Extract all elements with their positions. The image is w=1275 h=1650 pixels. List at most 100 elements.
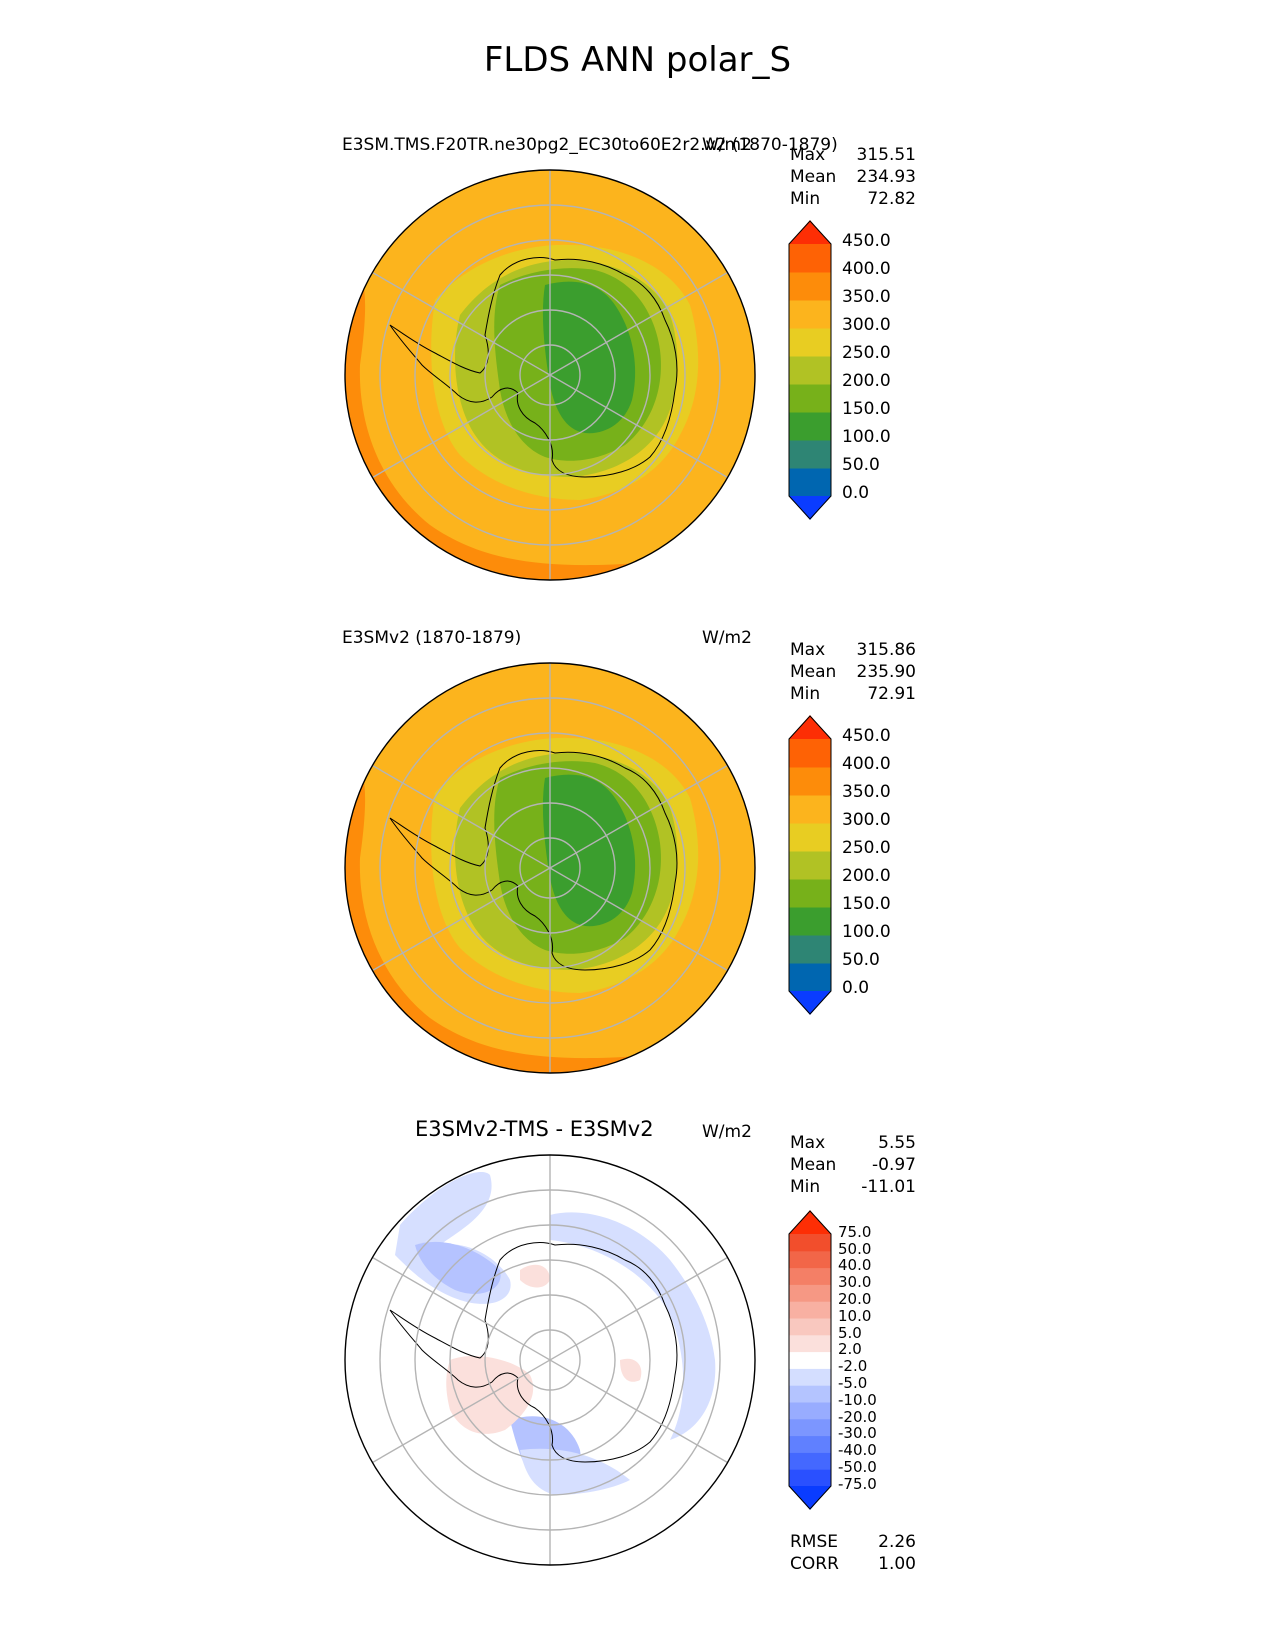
- panel1-colorbar: [788, 220, 832, 520]
- panel1-title: E3SM.TMS.F20TR.ne30pg2_EC30to60E2r2.v2 (…: [342, 135, 838, 155]
- panel3-stat-max-label: Max: [790, 1133, 826, 1153]
- colorbar-1-tick-label: 300.0: [842, 810, 891, 831]
- colorbar-0-tick-label: 0.0: [842, 483, 870, 504]
- colorbar-1-tick-label: 450.0: [842, 726, 891, 747]
- panel3-negative-area-3: [550, 1212, 716, 1440]
- colorbar-0-outline: [788, 220, 832, 520]
- colorbar-2-tick-label: 75.0: [838, 1222, 872, 1241]
- panel2-stat-mean-value: 235.90: [856, 662, 916, 682]
- colorbar-0-tick-label: 350.0: [842, 287, 891, 308]
- colorbar-1-tick-label: 350.0: [842, 782, 891, 803]
- panel3-title: E3SMv2-TMS - E3SMv2: [415, 1117, 654, 1141]
- colorbar-2-segment-3: [789, 1435, 831, 1453]
- colorbar-1-segment-1: [789, 963, 831, 992]
- colorbar-2-tick-label: -30.0: [838, 1424, 877, 1443]
- panel1-stat-max-label: Max: [790, 145, 826, 165]
- colorbar-2-tick-label: -5.0: [838, 1373, 868, 1392]
- colorbar-1-outline: [788, 715, 832, 1015]
- colorbar-2-tick-label: -75.0: [838, 1474, 877, 1493]
- colorbar-2-segment-4: [789, 1418, 831, 1437]
- colorbar-2-segment-8: [789, 1351, 831, 1369]
- panel1-stat-mean-label: Mean: [790, 167, 837, 187]
- panel3-positive-area-3: [620, 1358, 642, 1382]
- panel2-stat-max-value: 315.86: [856, 640, 916, 660]
- colorbar-1-segment-4: [789, 879, 831, 908]
- panel3-corr-label: CORR: [790, 1554, 839, 1574]
- panel3-stat-max-value: 5.55: [878, 1133, 916, 1153]
- panel3-units: W/m2: [702, 1122, 752, 1142]
- colorbar-0-tick-label: 400.0: [842, 259, 891, 280]
- colorbar-2-segment-9: [789, 1334, 831, 1353]
- colorbar-0-segment-5: [789, 356, 831, 385]
- colorbar-1-tick-label: 250.0: [842, 838, 891, 859]
- colorbar-2-segment-11: [789, 1301, 831, 1319]
- colorbar-0-segment-3: [789, 412, 831, 441]
- colorbar-1-extend-min: [789, 991, 831, 1015]
- colorbar-0-extend-min: [789, 496, 831, 520]
- colorbar-1-segment-8: [789, 767, 831, 796]
- colorbar-2-segment-5: [789, 1402, 831, 1420]
- colorbar-0-segment-6: [789, 328, 831, 357]
- colorbar-0-segment-2: [789, 440, 831, 469]
- panel3-stat-min-value: -11.01: [861, 1177, 916, 1197]
- colorbar-1-segment-5: [789, 851, 831, 880]
- panel1-stat-max-value: 315.51: [856, 145, 916, 165]
- panel1-stat-mean-value: 234.93: [856, 167, 916, 187]
- panel2-colorbar: [788, 715, 832, 1015]
- panel3-coastline: [389, 1242, 678, 1463]
- colorbar-2-segment-14: [789, 1250, 831, 1269]
- panel2-stat-min-label: Min: [790, 684, 821, 704]
- colorbar-1-tick-label: 0.0: [842, 978, 870, 999]
- colorbar-2-tick-label: 2.0: [838, 1340, 862, 1359]
- colorbar-2-tick-label: 40.0: [838, 1256, 872, 1275]
- colorbar-2-tick-label: 10.0: [838, 1306, 872, 1325]
- colorbar-2-segment-7: [789, 1368, 831, 1386]
- panel3-stat-mean-label: Mean: [790, 1155, 837, 1175]
- colorbar-1-tick-label: 200.0: [842, 866, 891, 887]
- panel3-colorbar: [788, 1210, 832, 1510]
- colorbar-2-segment-13: [789, 1267, 831, 1285]
- colorbar-2-segment-1: [789, 1469, 831, 1487]
- colorbar-1-tick-label: 400.0: [842, 754, 891, 775]
- panel1-stat-min-value: 72.82: [867, 189, 916, 209]
- panel2-stat-max-label: Max: [790, 640, 826, 660]
- panel3-corr-value: 1.00: [878, 1554, 916, 1574]
- colorbar-0-tick-label: 200.0: [842, 371, 891, 392]
- figure-title: FLDS ANN polar_S: [483, 40, 792, 80]
- colorbar-2-extend-max: [789, 1210, 831, 1234]
- colorbar-2-tick-label: -40.0: [838, 1441, 877, 1460]
- panel3-positive-area-2: [520, 1264, 550, 1288]
- colorbar-2-segment-6: [789, 1385, 831, 1403]
- colorbar-2-tick-label: 30.0: [838, 1273, 872, 1292]
- colorbar-2-segment-2: [789, 1452, 831, 1470]
- colorbar-0-tick-label: 250.0: [842, 343, 891, 364]
- colorbar-2-extend-min: [789, 1486, 831, 1510]
- panel1-coastline: [389, 257, 678, 478]
- colorbar-0-segment-7: [789, 300, 831, 329]
- colorbar-2-tick-label: 50.0: [838, 1239, 872, 1258]
- colorbar-0-segment-1: [789, 468, 831, 497]
- panel3-stat-min-label: Min: [790, 1177, 821, 1197]
- panel2-stat-mean-label: Mean: [790, 662, 837, 682]
- colorbar-2-tick-label: -10.0: [838, 1390, 877, 1409]
- panel2-stat-min-value: 72.91: [867, 684, 916, 704]
- panel1-colorbar-segments: [788, 220, 832, 520]
- colorbar-0-tick-label: 450.0: [842, 231, 891, 252]
- panel3-negative-area-2: [415, 1241, 501, 1294]
- panel3-stat-mean-value: -0.97: [872, 1155, 916, 1175]
- colorbar-1-segment-7: [789, 795, 831, 824]
- colorbar-1-extend-max: [789, 715, 831, 739]
- panel1-stat-min-label: Min: [790, 189, 821, 209]
- colorbar-2-tick-label: -50.0: [838, 1457, 877, 1476]
- colorbar-0-segment-4: [789, 384, 831, 413]
- colorbar-2-segment-10: [789, 1318, 831, 1336]
- colorbar-2-tick-label: -2.0: [838, 1357, 868, 1376]
- colorbar-0-tick-label: 50.0: [842, 455, 880, 476]
- colorbar-0-tick-label: 300.0: [842, 315, 891, 336]
- colorbar-1-segment-3: [789, 907, 831, 936]
- colorbar-1-segment-6: [789, 823, 831, 852]
- colorbar-1-segment-2: [789, 935, 831, 964]
- colorbar-0-segment-9: [789, 244, 831, 273]
- colorbar-2-tick-label: 5.0: [838, 1323, 862, 1342]
- panel3-rmse-label: RMSE: [790, 1532, 839, 1552]
